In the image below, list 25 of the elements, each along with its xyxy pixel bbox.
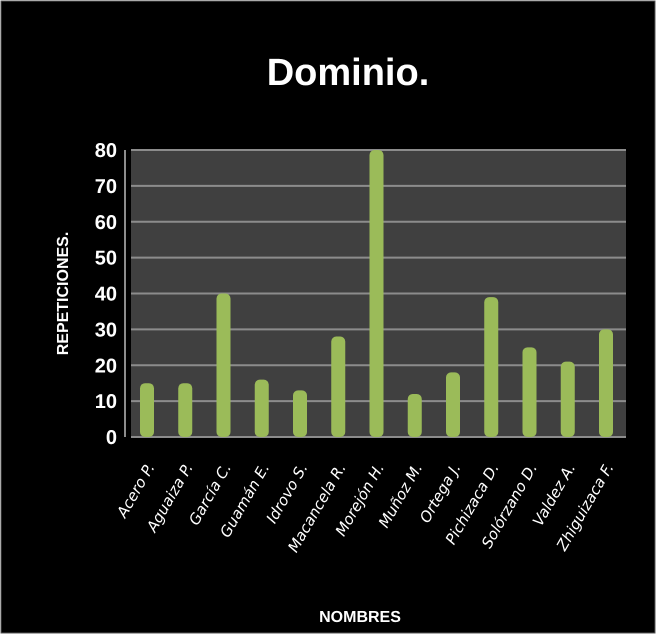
bar	[140, 383, 154, 437]
y-tick-label: 0	[106, 427, 117, 449]
bar	[599, 329, 613, 437]
y-tick-label: 50	[94, 248, 117, 270]
y-tick-label: 60	[94, 212, 117, 234]
bar	[560, 362, 575, 437]
y-tick-label: 70	[94, 176, 117, 198]
bar	[216, 294, 230, 437]
y-tick-label: 20	[94, 355, 117, 378]
y-tick-label: 80	[94, 140, 117, 162]
bar	[370, 150, 384, 437]
y-axis-title: REPETICIONES.	[55, 232, 72, 356]
bar	[293, 390, 307, 437]
bar	[254, 380, 269, 437]
bar	[484, 297, 498, 437]
x-axis-title: NOMBRES	[319, 609, 402, 626]
y-tick-label: 10	[94, 391, 117, 414]
y-tick-label: 40	[94, 284, 117, 306]
bar	[331, 336, 346, 437]
chart-title: Dominio.	[266, 52, 430, 94]
bar	[408, 394, 422, 437]
bar	[522, 347, 536, 437]
bar	[446, 372, 460, 437]
y-tick-label: 30	[94, 319, 117, 342]
bar	[178, 383, 192, 437]
